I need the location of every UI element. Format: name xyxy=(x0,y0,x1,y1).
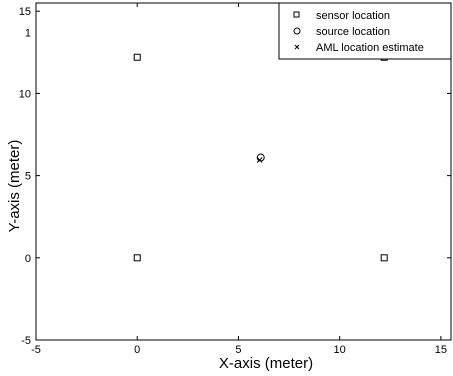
sensor-point xyxy=(133,254,141,262)
source-point xyxy=(256,153,265,162)
x-tick-label: 0 xyxy=(134,344,140,356)
x-tick-label: 10 xyxy=(334,344,346,356)
y-tick-label: 0 xyxy=(25,253,31,265)
y-tick-label: 15 xyxy=(19,6,31,18)
axis-ticks: -5 0 5 10 15 -5 0 5 10 15 1 xyxy=(19,3,451,356)
y-tick-label-extra: 1 xyxy=(25,28,31,40)
x-axis-title: X-axis (meter) xyxy=(219,355,313,372)
aml-estimate-point xyxy=(256,157,263,163)
legend-box xyxy=(278,2,452,60)
legend-source-label: source location xyxy=(316,26,390,38)
legend-sensor-label: sensor location xyxy=(316,10,390,22)
legend-sensor-marker xyxy=(293,11,300,18)
legend-aml-marker xyxy=(294,44,300,50)
x-tick-label: -5 xyxy=(31,344,41,356)
x-tick-label: 5 xyxy=(235,344,241,356)
y-tick-label: 10 xyxy=(19,88,31,100)
legend-source-marker xyxy=(293,27,301,35)
y-tick-label: -5 xyxy=(21,335,31,347)
plot-frame xyxy=(35,2,452,341)
legend: sensor location source location AML loca… xyxy=(278,2,452,60)
x-tick-label: 15 xyxy=(435,344,447,356)
legend-aml-label: AML location estimate xyxy=(316,42,424,54)
sensor-point xyxy=(133,53,141,61)
y-tick-label: 5 xyxy=(25,171,31,183)
sensor-point xyxy=(380,254,388,262)
data-points xyxy=(133,53,388,262)
y-axis-title: Y-axis (meter) xyxy=(6,140,23,233)
